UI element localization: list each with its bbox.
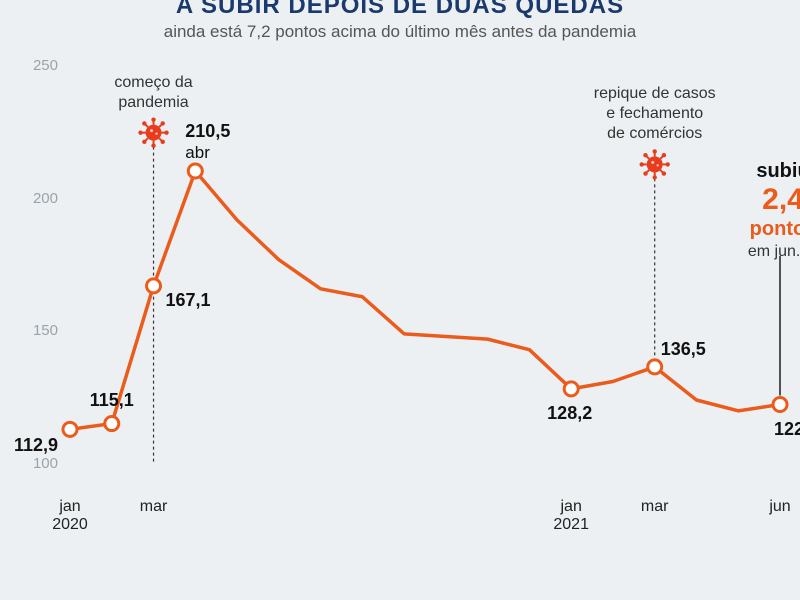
y-axis-tick: 200 bbox=[8, 190, 58, 207]
x-axis-tick: jan2020 bbox=[52, 498, 88, 534]
annotation-text: começo dapandemia bbox=[114, 73, 192, 113]
callout: subiu2,4pontos em jun.21 bbox=[738, 160, 800, 261]
callout-line2: 2,4 bbox=[738, 183, 800, 218]
point-label: 167,1 bbox=[166, 290, 211, 311]
data-marker bbox=[105, 417, 119, 431]
callout-line3: pontos bbox=[738, 218, 800, 241]
virus-icon bbox=[138, 117, 168, 147]
point-label: 210,5abr bbox=[185, 121, 230, 163]
data-marker bbox=[648, 360, 662, 374]
y-axis-tick: 100 bbox=[8, 455, 58, 472]
data-marker bbox=[773, 398, 787, 412]
x-axis-tick: jan2021 bbox=[553, 498, 589, 534]
callout-line1: subiu bbox=[738, 160, 800, 183]
data-marker bbox=[564, 382, 578, 396]
callout-line4: em jun.21 bbox=[738, 243, 800, 261]
virus-icon bbox=[640, 149, 670, 179]
data-marker bbox=[63, 422, 77, 436]
point-label: 122,3 bbox=[774, 419, 800, 440]
chart-title: A SUBIR DEPOIS DE DUAS QUEDAS bbox=[0, 0, 800, 20]
y-axis-tick: 150 bbox=[8, 322, 58, 339]
point-label: 136,5 bbox=[661, 339, 706, 360]
y-axis-tick: 250 bbox=[8, 57, 58, 74]
data-marker bbox=[188, 164, 202, 178]
point-label: 128,2 bbox=[547, 403, 592, 424]
x-axis-tick: jun bbox=[769, 498, 790, 516]
chart-area: 100 150 200 250 começo dapandemia repique de … bbox=[0, 30, 800, 592]
x-axis-tick: mar bbox=[140, 498, 168, 516]
annotation-text: repique de casose fechamentode comércios bbox=[594, 84, 716, 144]
point-label: 115,1 bbox=[90, 390, 134, 411]
x-axis-tick: mar bbox=[641, 498, 669, 516]
data-marker bbox=[147, 279, 161, 293]
point-label: 112,9 bbox=[14, 435, 58, 456]
